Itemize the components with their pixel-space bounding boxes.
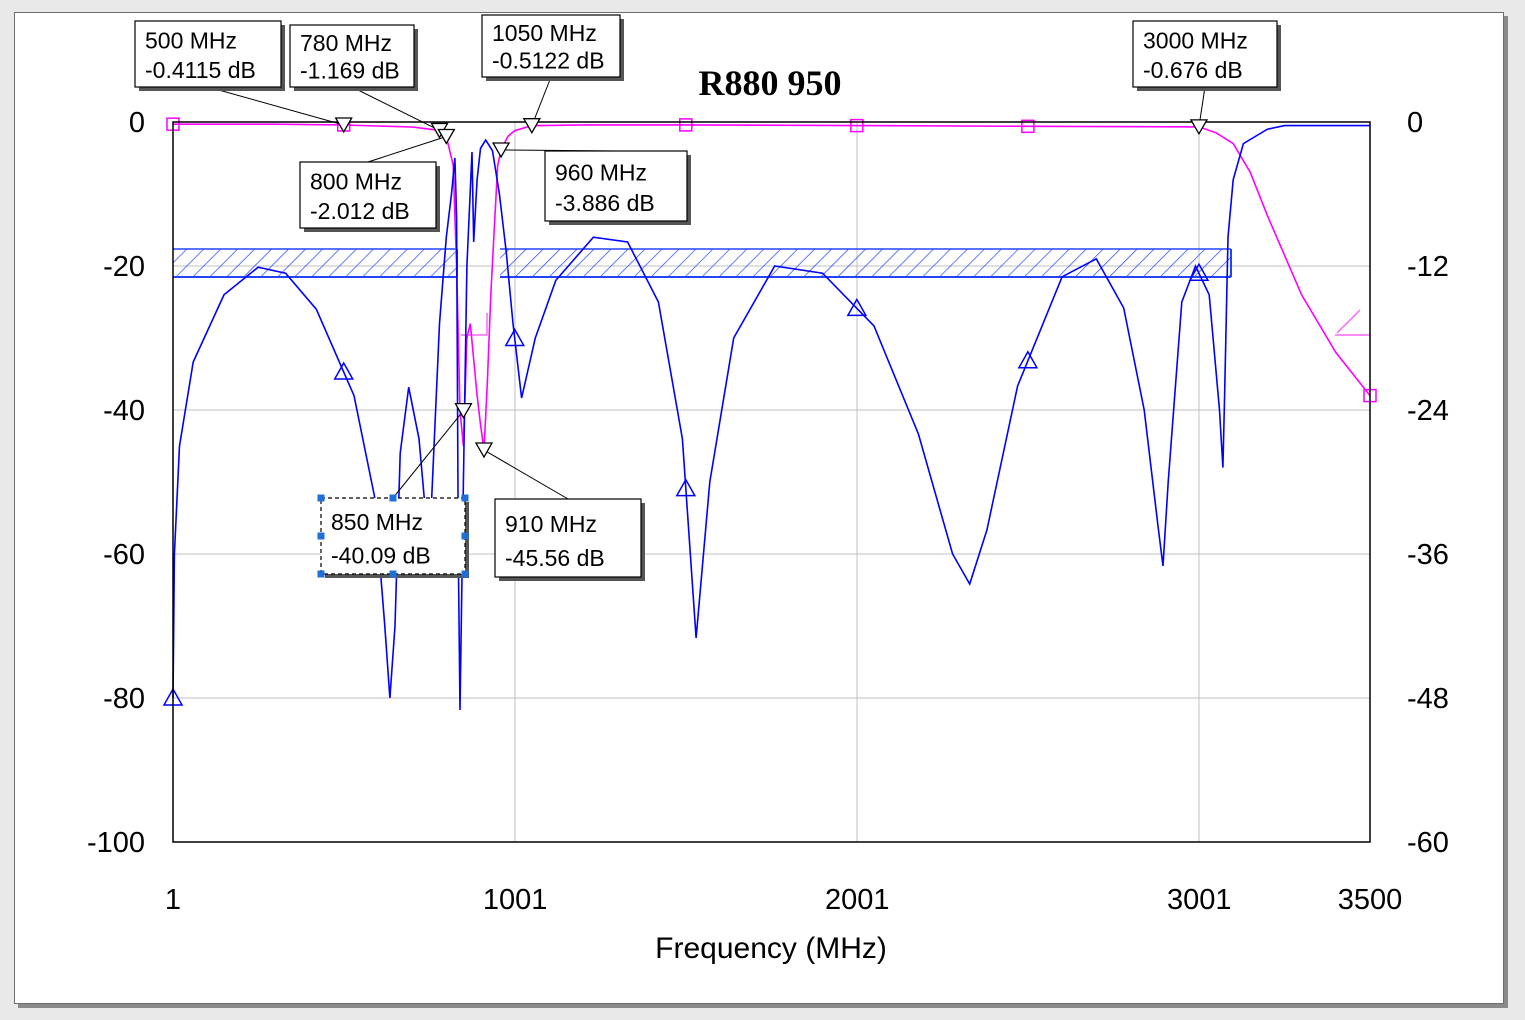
x-tick-label: 3001 [1167, 884, 1232, 916]
marker-box [481, 14, 621, 78]
series-2-symbol [333, 361, 354, 380]
marker-callouts: 500 MHz -0.4115 dB 780 MHz-1.169 dB 1050 MH… [134, 14, 1281, 581]
marker-box [299, 161, 437, 229]
marker-leader [351, 86, 440, 131]
plot-frame [172, 121, 1371, 843]
y2-tick-label: 0 [1407, 107, 1423, 139]
marker-value: -40.09 dB [331, 542, 431, 568]
marker-triangle-icon [437, 128, 456, 145]
marker-callout[interactable]: 960 MHz -3.886 dB [491, 142, 691, 225]
x-tick-label: 1 [165, 884, 181, 916]
y-tick-label: -100 [87, 827, 145, 859]
marker-frequency: 500 MHz [145, 28, 237, 54]
marker-box [289, 24, 415, 88]
marker-frequency: 960 MHz [555, 159, 647, 185]
marker-frequency: 850 MHz [331, 509, 423, 535]
marker-box [544, 150, 688, 222]
marker-leader [392, 410, 464, 499]
x-axis: 1 1001 2001 3001 3500 [165, 884, 1402, 916]
marker-value: -1.169 dB [300, 57, 400, 83]
marker-triangle-icon [1189, 119, 1209, 136]
marker-triangle-icon [522, 118, 541, 134]
marker-callout[interactable]: 1050 MHz-0.5122 dB [481, 14, 624, 134]
spec-mask-hatch-left [173, 249, 457, 277]
series-2-symbol [1188, 262, 1210, 281]
marker-value: -45.56 dB [505, 545, 605, 571]
marker-triangle-icon [474, 442, 494, 459]
series-symbols [162, 117, 1377, 706]
marker-callout[interactable]: 910 MHz -45.56 dB [474, 442, 645, 581]
y2-tick-label: -36 [1407, 539, 1449, 571]
y2-tick-label: -48 [1407, 683, 1449, 715]
marker-leader [531, 76, 552, 126]
selection-handle[interactable] [389, 494, 397, 502]
y-tick-label: -80 [103, 683, 145, 715]
marker-frequency: 910 MHz [505, 511, 597, 537]
selection-handle[interactable] [461, 570, 469, 578]
x-tick-label: 2001 [825, 884, 890, 916]
plot-area: R880 950 [87, 14, 1449, 965]
marker-triangle-icon [454, 402, 473, 419]
spec-mask-hatch-right [500, 249, 1231, 277]
marker-callout[interactable]: 780 MHz-1.169 dB [289, 24, 449, 139]
series-line-1 [173, 123, 1371, 451]
marker-leader [207, 86, 344, 126]
selection-handle[interactable] [389, 570, 397, 578]
series-1-symbol [850, 118, 864, 133]
selection-handle[interactable] [317, 570, 325, 578]
y-tick-label: 0 [129, 107, 145, 139]
series-line-2 [172, 124, 1370, 711]
chart-window: R880 950 [14, 12, 1504, 1004]
marker-callout[interactable]: 850 MHz -40.09 dB [317, 402, 473, 578]
series-2-symbol [504, 327, 526, 347]
marker-triangle-icon [491, 142, 511, 159]
y2-tick-label: -24 [1407, 395, 1449, 427]
series-2-symbol [675, 478, 697, 497]
selection-handle[interactable] [461, 494, 469, 502]
y-tick-label: -40 [103, 395, 145, 427]
marker-triangle-icon [334, 117, 353, 134]
series-layer [172, 123, 1371, 711]
x-tick-label: 1001 [483, 884, 548, 916]
y2-tick-label: -12 [1407, 251, 1449, 283]
marker-value: -0.4115 dB [145, 57, 256, 83]
selection-handle[interactable] [461, 532, 469, 540]
marker-box [1132, 20, 1278, 88]
y-axis-left: 0 -20 -40 -60 -80 -100 [87, 107, 145, 859]
marker-value: -0.676 dB [1143, 57, 1243, 83]
marker-leader [367, 136, 447, 163]
marker-callout[interactable]: 800 MHz -2.012 dB [299, 128, 456, 232]
marker-callout[interactable]: 3000 MHz -0.676 dB [1132, 20, 1281, 136]
marker-frequency: 780 MHz [300, 30, 392, 56]
spec-mask [173, 248, 1370, 336]
y-tick-label: -60 [103, 539, 145, 571]
marker-box [134, 20, 282, 88]
marker-value: -2.012 dB [310, 198, 410, 224]
y-tick-label: -20 [103, 251, 145, 283]
y2-tick-label: -60 [1407, 827, 1449, 859]
x-axis-title: Frequency (MHz) [655, 932, 887, 965]
marker-frequency: 800 MHz [310, 169, 402, 195]
marker-frequency: 1050 MHz [492, 20, 597, 46]
series-2-symbol [846, 297, 868, 317]
y-axis-right: 0 -12 -24 -36 -48 -60 [1407, 107, 1449, 859]
marker-value: -0.5122 dB [492, 47, 605, 73]
marker-box [494, 498, 642, 578]
selection-handle[interactable] [317, 532, 325, 540]
chart-title: R880 950 [699, 63, 842, 103]
series-1-symbol [679, 118, 693, 132]
marker-value: -3.886 dB [555, 190, 655, 216]
marker-leader [483, 449, 569, 500]
spec-mask-stop-right-arrow [1336, 309, 1361, 334]
selection-handle[interactable] [317, 494, 325, 502]
series-2-symbol [1017, 350, 1039, 369]
marker-frequency: 3000 MHz [1143, 28, 1248, 54]
marker-callout[interactable]: 500 MHz -0.4115 dB [134, 20, 353, 134]
series-1-symbol [1021, 119, 1035, 134]
x-tick-label: 3500 [1338, 884, 1403, 916]
